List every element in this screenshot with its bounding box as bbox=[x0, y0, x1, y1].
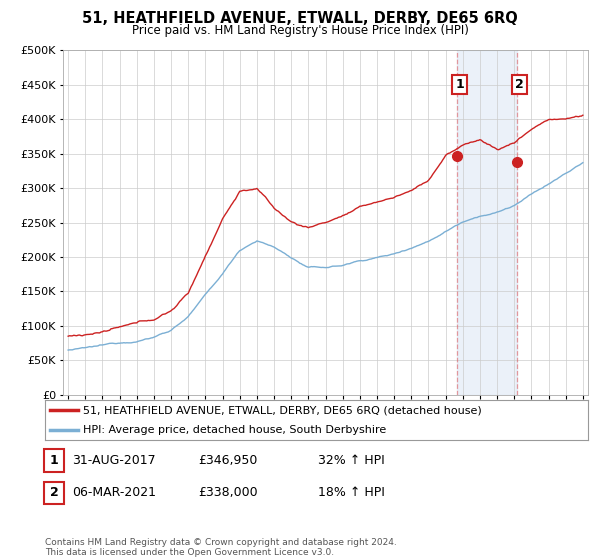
Text: 2: 2 bbox=[515, 78, 524, 91]
Text: Price paid vs. HM Land Registry's House Price Index (HPI): Price paid vs. HM Land Registry's House … bbox=[131, 24, 469, 37]
Text: Contains HM Land Registry data © Crown copyright and database right 2024.
This d: Contains HM Land Registry data © Crown c… bbox=[45, 538, 397, 557]
Text: 1: 1 bbox=[50, 454, 58, 467]
Text: 1: 1 bbox=[455, 78, 464, 91]
Text: 51, HEATHFIELD AVENUE, ETWALL, DERBY, DE65 6RQ: 51, HEATHFIELD AVENUE, ETWALL, DERBY, DE… bbox=[82, 11, 518, 26]
Text: £338,000: £338,000 bbox=[198, 486, 257, 500]
Bar bbox=[457, 50, 517, 395]
Text: 51, HEATHFIELD AVENUE, ETWALL, DERBY, DE65 6RQ (detached house): 51, HEATHFIELD AVENUE, ETWALL, DERBY, DE… bbox=[83, 405, 482, 415]
Text: 2: 2 bbox=[50, 486, 58, 500]
Text: 06-MAR-2021: 06-MAR-2021 bbox=[72, 486, 156, 500]
Text: 31-AUG-2017: 31-AUG-2017 bbox=[72, 454, 155, 467]
Text: £346,950: £346,950 bbox=[198, 454, 257, 467]
Text: 32% ↑ HPI: 32% ↑ HPI bbox=[318, 454, 385, 467]
Text: 18% ↑ HPI: 18% ↑ HPI bbox=[318, 486, 385, 500]
Text: HPI: Average price, detached house, South Derbyshire: HPI: Average price, detached house, Sout… bbox=[83, 425, 386, 435]
